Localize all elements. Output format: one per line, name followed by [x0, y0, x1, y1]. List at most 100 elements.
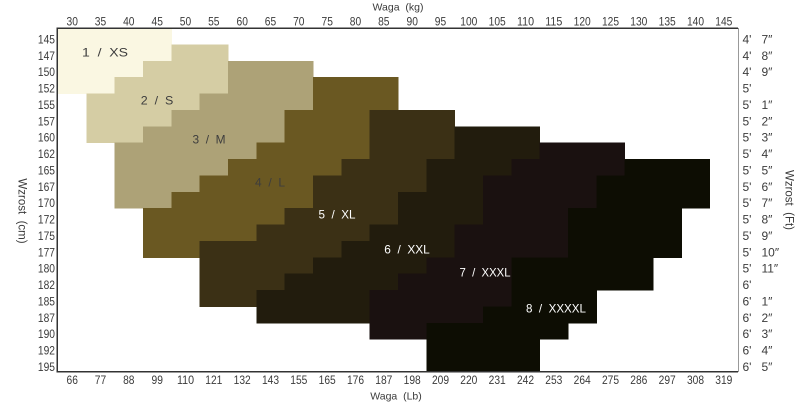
svg-text:5' 8″: 5' 8″ — [743, 213, 774, 227]
svg-text:4' 8″: 4' 8″ — [743, 49, 774, 63]
svg-text:182: 182 — [38, 278, 55, 292]
svg-text:66: 66 — [67, 373, 79, 387]
svg-text:100: 100 — [460, 15, 477, 29]
svg-text:40: 40 — [123, 15, 135, 29]
svg-text:115: 115 — [545, 15, 562, 29]
svg-text:1 / XS: 1 / XS — [82, 45, 128, 59]
svg-text:121: 121 — [205, 373, 222, 387]
svg-text:4' 9″: 4' 9″ — [743, 65, 774, 79]
svg-text:65: 65 — [265, 15, 277, 29]
svg-text:5' 7″: 5' 7″ — [743, 196, 774, 210]
svg-text:140: 140 — [687, 15, 704, 29]
svg-text:Waga (Lb): Waga (Lb) — [370, 391, 422, 403]
svg-text:135: 135 — [659, 15, 676, 29]
svg-text:3 / M: 3 / M — [193, 132, 226, 146]
svg-text:187: 187 — [38, 311, 55, 325]
svg-text:175: 175 — [38, 229, 55, 243]
svg-text:5' 6″: 5' 6″ — [743, 180, 774, 194]
svg-text:192: 192 — [38, 344, 55, 358]
svg-text:5': 5' — [743, 82, 752, 96]
svg-text:152: 152 — [38, 82, 55, 96]
svg-text:253: 253 — [545, 373, 562, 387]
svg-text:220: 220 — [460, 373, 477, 387]
svg-text:75: 75 — [322, 15, 334, 29]
svg-text:308: 308 — [687, 373, 704, 387]
svg-text:209: 209 — [432, 373, 449, 387]
svg-text:35: 35 — [95, 15, 107, 29]
svg-text:319: 319 — [715, 373, 732, 387]
svg-text:80: 80 — [350, 15, 362, 29]
svg-text:5' 10″: 5' 10″ — [743, 245, 780, 259]
svg-text:55: 55 — [208, 15, 220, 29]
svg-text:6' 5″: 6' 5″ — [743, 360, 774, 374]
svg-text:177: 177 — [38, 245, 55, 259]
svg-text:5 / XL: 5 / XL — [319, 207, 356, 221]
svg-text:99: 99 — [152, 373, 164, 387]
svg-text:190: 190 — [38, 327, 55, 341]
svg-text:50: 50 — [180, 15, 192, 29]
svg-text:5' 1″: 5' 1″ — [743, 98, 774, 112]
svg-text:Waga (kg): Waga (kg) — [373, 2, 424, 14]
svg-text:155: 155 — [290, 373, 307, 387]
svg-text:172: 172 — [38, 213, 55, 227]
svg-text:4' 7″: 4' 7″ — [743, 32, 774, 46]
svg-text:162: 162 — [38, 147, 55, 161]
svg-text:5' 9″: 5' 9″ — [743, 229, 774, 243]
svg-text:170: 170 — [38, 196, 55, 210]
svg-text:264: 264 — [574, 373, 591, 387]
svg-text:147: 147 — [38, 49, 55, 63]
svg-text:180: 180 — [38, 262, 55, 276]
svg-text:45: 45 — [152, 15, 164, 29]
svg-text:85: 85 — [378, 15, 390, 29]
svg-text:187: 187 — [375, 373, 392, 387]
svg-text:297: 297 — [659, 373, 676, 387]
svg-text:231: 231 — [489, 373, 506, 387]
svg-text:6 / XXL: 6 / XXL — [384, 242, 430, 256]
svg-text:275: 275 — [602, 373, 619, 387]
svg-text:195: 195 — [38, 360, 55, 374]
svg-text:95: 95 — [435, 15, 447, 29]
svg-text:5' 5″: 5' 5″ — [743, 163, 774, 177]
svg-text:145: 145 — [38, 32, 55, 46]
svg-text:5' 4″: 5' 4″ — [743, 147, 774, 161]
svg-text:60: 60 — [237, 15, 249, 29]
svg-text:2 / S: 2 / S — [141, 93, 174, 107]
svg-text:5' 2″: 5' 2″ — [743, 114, 774, 128]
svg-text:176: 176 — [347, 373, 364, 387]
svg-text:165: 165 — [38, 163, 55, 177]
svg-text:30: 30 — [67, 15, 79, 29]
svg-text:242: 242 — [517, 373, 534, 387]
svg-text:130: 130 — [630, 15, 647, 29]
svg-text:77: 77 — [95, 373, 107, 387]
svg-text:198: 198 — [404, 373, 421, 387]
svg-text:6': 6' — [743, 278, 752, 292]
svg-text:132: 132 — [234, 373, 251, 387]
svg-text:Wzrost (cm): Wzrost (cm) — [16, 178, 28, 243]
svg-text:90: 90 — [407, 15, 419, 29]
svg-text:143: 143 — [262, 373, 279, 387]
svg-text:286: 286 — [630, 373, 647, 387]
svg-text:120: 120 — [574, 15, 591, 29]
svg-text:7 / XXXL: 7 / XXXL — [460, 265, 511, 279]
svg-text:88: 88 — [123, 373, 135, 387]
svg-text:4 / L: 4 / L — [255, 175, 285, 189]
svg-text:6' 4″: 6' 4″ — [743, 344, 774, 358]
svg-text:6' 3″: 6' 3″ — [743, 327, 774, 341]
svg-text:110: 110 — [517, 15, 534, 29]
svg-text:155: 155 — [38, 98, 55, 112]
svg-text:6' 2″: 6' 2″ — [743, 311, 774, 325]
svg-text:150: 150 — [38, 65, 55, 79]
svg-text:105: 105 — [489, 15, 506, 29]
svg-text:160: 160 — [38, 131, 55, 145]
svg-text:70: 70 — [293, 15, 305, 29]
svg-text:6' 1″: 6' 1″ — [743, 295, 774, 309]
svg-text:8 / XXXXL: 8 / XXXXL — [526, 301, 586, 315]
svg-text:125: 125 — [602, 15, 619, 29]
svg-text:185: 185 — [38, 295, 55, 309]
svg-text:5' 11″: 5' 11″ — [743, 262, 779, 276]
svg-text:110: 110 — [177, 373, 194, 387]
svg-text:157: 157 — [38, 114, 55, 128]
svg-text:5' 3″: 5' 3″ — [743, 131, 774, 145]
svg-text:167: 167 — [38, 180, 55, 194]
svg-text:145: 145 — [715, 15, 732, 29]
